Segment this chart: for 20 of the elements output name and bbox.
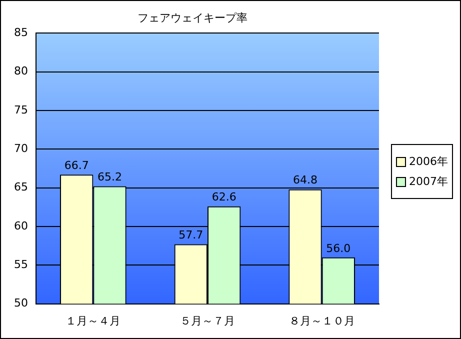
y-tick-label: 70 bbox=[14, 142, 28, 156]
legend-label: 2007年 bbox=[409, 174, 448, 189]
x-tick-label: ８月～１０月 bbox=[288, 314, 355, 328]
data-label: 66.7 bbox=[64, 159, 89, 172]
y-tick-label: 60 bbox=[14, 219, 28, 232]
data-label: 57.7 bbox=[178, 228, 204, 242]
y-tick-label: 80 bbox=[14, 64, 28, 78]
y-tick-label: 85 bbox=[14, 26, 28, 40]
x-tick-label: １月～４月 bbox=[66, 314, 121, 328]
data-label: 62.6 bbox=[212, 190, 236, 204]
y-tick-label: 65 bbox=[14, 180, 28, 194]
y-tick-label: 50 bbox=[14, 296, 28, 310]
chart-title: フェアウェイキープ率 bbox=[138, 11, 248, 24]
y-tick-label: 55 bbox=[14, 258, 28, 271]
data-label: 64.8 bbox=[293, 174, 318, 187]
data-label: 65.2 bbox=[97, 170, 122, 184]
x-tick-label: ５月～７月 bbox=[180, 314, 235, 328]
y-tick-label: 75 bbox=[14, 103, 28, 116]
text: 2006年 bbox=[409, 154, 448, 169]
data-label: 56.0 bbox=[326, 242, 351, 255]
